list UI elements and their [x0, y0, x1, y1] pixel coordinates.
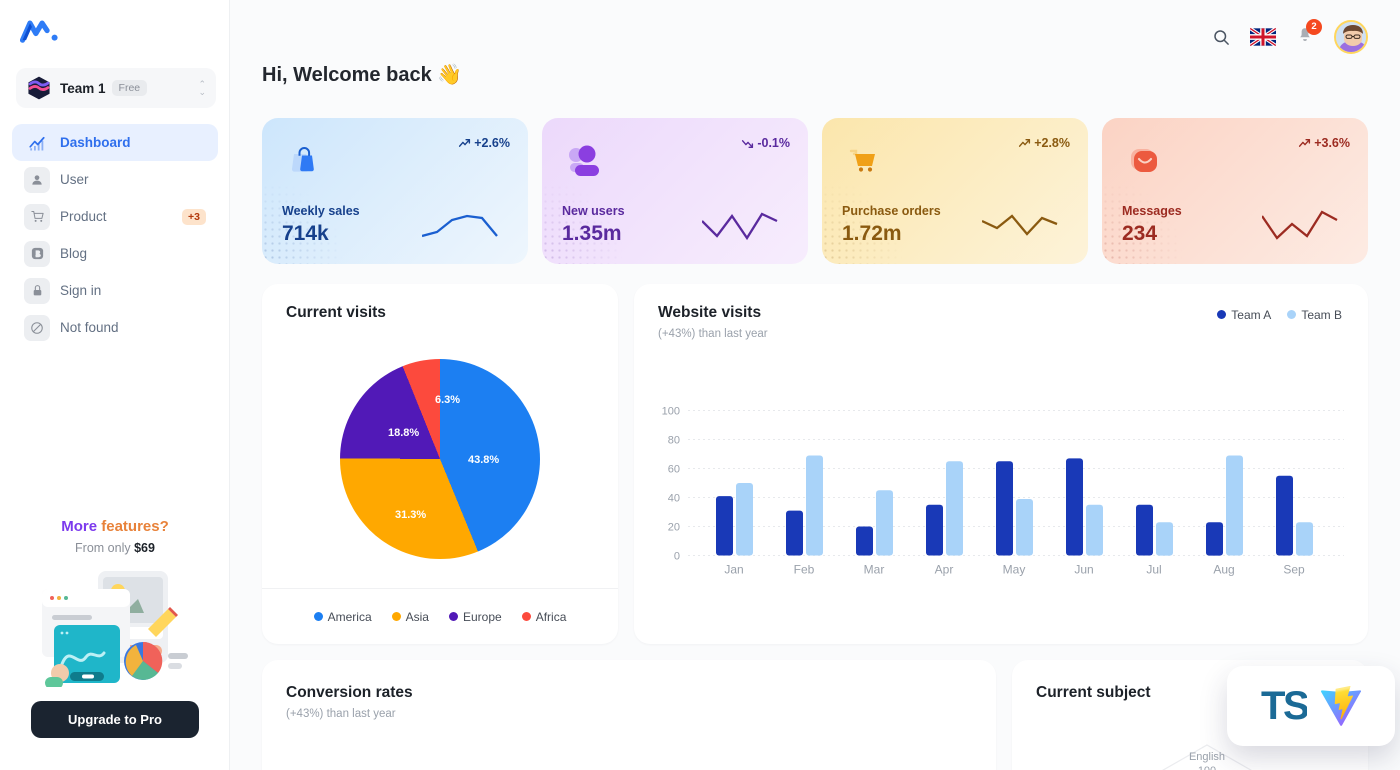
- svg-text:80: 80: [668, 435, 680, 447]
- svg-text:S: S: [1283, 684, 1307, 728]
- svg-text:100: 100: [1198, 765, 1216, 770]
- svg-text:Sep: Sep: [1283, 563, 1305, 577]
- svg-text:Jun: Jun: [1074, 563, 1093, 577]
- svg-text:Jul: Jul: [1146, 563, 1161, 577]
- svg-text:60: 60: [668, 464, 680, 476]
- svg-text:0: 0: [674, 551, 680, 563]
- svg-text:T: T: [1261, 684, 1285, 728]
- svg-text:40: 40: [668, 493, 680, 505]
- svg-text:Jan: Jan: [724, 563, 743, 577]
- svg-text:20: 20: [668, 522, 680, 534]
- svg-text:100: 100: [662, 406, 680, 418]
- svg-text:Aug: Aug: [1213, 563, 1234, 577]
- svg-text:English: English: [1189, 751, 1225, 763]
- svg-text:Mar: Mar: [864, 563, 885, 577]
- svg-text:Feb: Feb: [794, 563, 815, 577]
- svg-text:Apr: Apr: [935, 563, 954, 577]
- svg-text:May: May: [1003, 563, 1026, 577]
